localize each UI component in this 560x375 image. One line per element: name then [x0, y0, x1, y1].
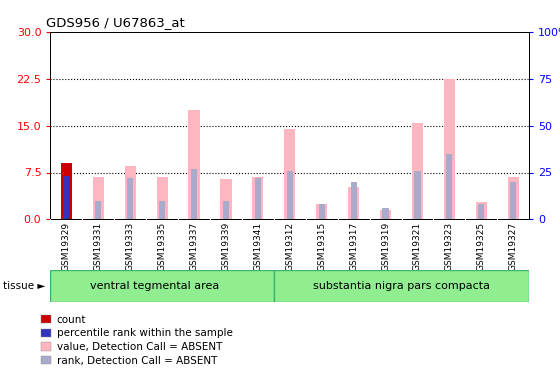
Bar	[223, 201, 229, 219]
Text: GSM19333: GSM19333	[125, 222, 135, 271]
Bar	[508, 177, 519, 219]
Bar	[382, 208, 389, 219]
Text: GSM19329: GSM19329	[62, 222, 71, 271]
Bar	[127, 178, 133, 219]
Text: ventral tegmental area: ventral tegmental area	[90, 281, 219, 291]
Bar	[316, 204, 327, 219]
Text: GSM19312: GSM19312	[285, 222, 295, 271]
Bar	[348, 187, 359, 219]
Bar	[351, 182, 357, 219]
Bar	[287, 171, 293, 219]
Bar	[159, 201, 165, 219]
Bar	[274, 270, 529, 302]
Bar	[476, 202, 487, 219]
Bar	[221, 179, 231, 219]
Text: substantia nigra pars compacta: substantia nigra pars compacta	[313, 281, 490, 291]
Bar	[412, 123, 423, 219]
Text: tissue ►: tissue ►	[3, 281, 45, 291]
Text: GSM19323: GSM19323	[445, 222, 454, 271]
Text: GSM19327: GSM19327	[508, 222, 518, 271]
Bar	[61, 163, 72, 219]
Text: GSM19339: GSM19339	[221, 222, 231, 271]
Text: GDS956 / U67863_at: GDS956 / U67863_at	[45, 16, 184, 29]
Text: GSM19321: GSM19321	[413, 222, 422, 271]
Bar	[446, 154, 452, 219]
Bar	[510, 182, 516, 219]
Text: GSM19325: GSM19325	[477, 222, 486, 271]
Bar	[93, 177, 104, 219]
Bar	[191, 169, 197, 219]
Bar	[95, 201, 101, 219]
Bar	[63, 176, 69, 219]
Bar	[125, 166, 136, 219]
Text: GSM19317: GSM19317	[349, 222, 358, 271]
Text: GSM19331: GSM19331	[94, 222, 103, 271]
Bar	[284, 129, 295, 219]
Bar	[414, 171, 421, 219]
Bar	[189, 110, 199, 219]
Bar	[255, 178, 261, 219]
Text: GSM19315: GSM19315	[317, 222, 326, 271]
Bar	[50, 270, 274, 302]
Text: GSM19335: GSM19335	[157, 222, 167, 271]
Text: GSM19319: GSM19319	[381, 222, 390, 271]
Bar	[157, 177, 167, 219]
Bar	[253, 177, 263, 219]
Text: GSM19341: GSM19341	[253, 222, 263, 271]
Bar	[63, 176, 69, 219]
Bar	[444, 79, 455, 219]
Bar	[380, 210, 391, 219]
Text: GSM19337: GSM19337	[189, 222, 199, 271]
Bar	[478, 204, 484, 219]
Bar	[61, 163, 72, 219]
Legend: count, percentile rank within the sample, value, Detection Call = ABSENT, rank, : count, percentile rank within the sample…	[39, 313, 235, 368]
Bar	[319, 204, 325, 219]
